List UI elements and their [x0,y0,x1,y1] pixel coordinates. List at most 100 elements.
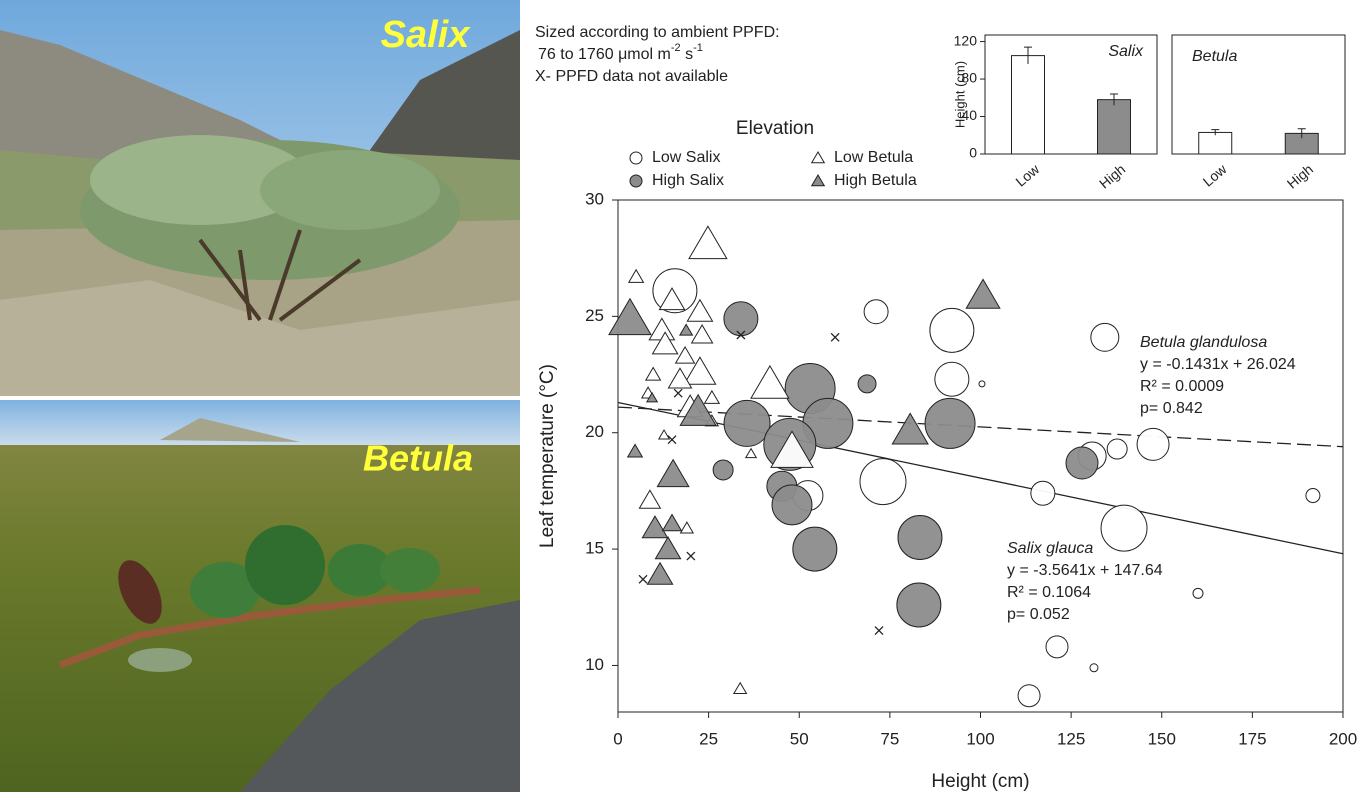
point [1100,504,1148,552]
point [703,389,721,404]
y-tick-label: 30 [585,189,604,208]
legend-marker [810,174,826,187]
x-tick-label: 0 [613,729,622,748]
point [1106,438,1128,460]
point [661,513,683,532]
point [690,323,714,344]
error-bar [1211,129,1220,136]
point [934,361,970,397]
point-x [830,332,840,342]
x-axis-label: Height (cm) [931,771,1029,792]
point [771,484,813,526]
point [678,323,694,336]
legend-label: High Salix [652,172,724,189]
error-bar [1110,93,1118,106]
note-sup: -1 [693,42,703,54]
point [1305,488,1321,504]
y-tick-label: 15 [585,539,604,558]
x-tick-label: 50 [790,729,809,748]
bar [1011,55,1045,155]
legend-marker [810,151,826,164]
point [1089,663,1099,673]
point [679,521,695,534]
x-tick-label: Low [1012,160,1043,189]
annotation: Betula glandulosa [1140,334,1267,351]
error-bar [1024,46,1032,65]
bar [1097,99,1131,155]
legend-label: Low Salix [652,149,720,166]
point-x [673,388,683,398]
point [896,582,942,628]
photo-salix [0,0,520,396]
point [654,536,682,560]
point [744,447,758,459]
x-tick-label: 175 [1238,729,1266,748]
point [859,458,907,506]
point [646,561,674,585]
legend-marker [629,151,643,165]
point [863,299,889,325]
point [626,443,644,458]
y-tick-label: 120 [954,32,978,48]
point [679,393,717,426]
y-tick-label: 0 [969,145,977,161]
point [1136,427,1170,461]
panel-title: Salix [1108,43,1144,60]
note: 76 to 1760 μmol m-2 s-1 [538,42,703,63]
point [645,391,659,403]
point [965,278,1001,309]
annotation: Salix glauca [1007,540,1093,557]
y-tick-label: 80 [961,70,977,86]
point [1030,480,1056,506]
annotation: y = -0.1431x + 26.024 [1140,356,1296,373]
point [712,459,734,481]
photo-betula [0,400,520,792]
note-value: 1760 [578,46,614,63]
point [608,297,652,336]
point [1090,322,1120,352]
point [667,367,693,389]
x-tick-label: 125 [1057,729,1085,748]
y-axis-label: Height (cm) [952,61,967,128]
point [651,331,679,355]
x-tick-label: Low [1200,160,1231,189]
point [929,307,975,353]
note-sup: -2 [671,42,681,54]
point [723,301,759,337]
point [658,287,686,311]
photo-label: Betula [363,438,473,479]
note-value: 76 [538,46,556,63]
y-tick-label: 20 [585,422,604,441]
note-text: μmol m [614,46,671,63]
legend-label: Low Betula [834,149,913,166]
point-x [736,330,746,340]
x-tick-label: 150 [1148,729,1176,748]
point [644,366,662,381]
plot-frame [617,199,1344,713]
point-x [874,626,884,636]
point [627,268,645,283]
annotation: R² = 0.1064 [1007,584,1091,601]
point [897,514,943,560]
point [686,298,714,322]
point [656,458,690,488]
point [648,317,676,341]
y-tick-label: 25 [585,306,604,325]
point [1065,446,1099,480]
annotation: R² = 0.0009 [1140,378,1224,395]
point-x [638,574,648,584]
point [674,345,696,364]
point [688,225,728,260]
point [638,489,662,509]
legend-marker [629,174,643,188]
point [924,397,976,449]
photo-label: Salix [381,14,472,56]
y-tick-label: 40 [961,107,977,123]
point-x [686,551,696,561]
point-x [667,435,677,445]
x-tick-label: 25 [699,729,718,748]
note-text: to [556,46,578,63]
annotation: y = -3.5641x + 147.64 [1007,562,1163,579]
